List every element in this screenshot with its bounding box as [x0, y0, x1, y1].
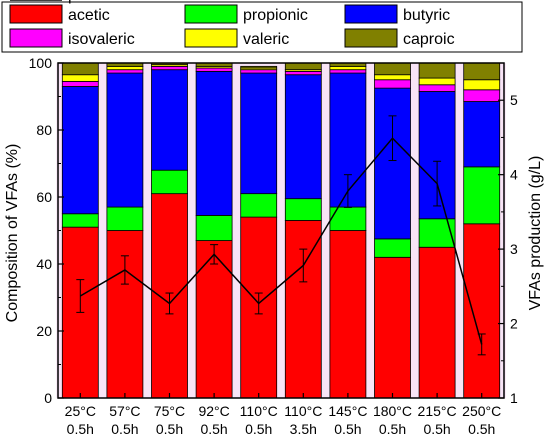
y2-axis-label: VFAs production (g/L) — [527, 156, 544, 311]
bar-propionic — [463, 166, 501, 225]
legend-swatch-caproic — [344, 28, 398, 48]
y2-tick-label: 5 — [510, 92, 518, 108]
bar-butyric — [195, 70, 233, 216]
bar-propionic — [240, 193, 278, 218]
legend-swatch-isovaleric — [9, 28, 63, 48]
bar-caproic — [418, 62, 456, 79]
x-tick-label: 145°C — [328, 403, 367, 419]
x-tick-label-time: 0.5h — [156, 421, 183, 437]
bar-isovaleric — [463, 89, 501, 102]
x-tick-label: 180°C — [373, 403, 412, 419]
bar-valeric — [418, 77, 456, 86]
legend: acetic propionic butyric isovaleric valeric c… — [1, 0, 523, 53]
bar-caproic — [284, 62, 322, 71]
bar-valeric — [106, 65, 144, 71]
bar-valeric — [61, 74, 99, 82]
bar-propionic — [284, 198, 322, 221]
x-tick-label-time: 0.5h — [423, 421, 450, 437]
legend-swatch-acetic — [9, 4, 63, 24]
bar-valeric — [374, 74, 411, 81]
bar-propionic — [329, 206, 367, 231]
production-line — [79, 137, 483, 345]
x-tick-label-time: 0.5h — [200, 421, 227, 437]
bar-isovaleric — [106, 69, 144, 74]
x-tick-label: 250°C — [462, 403, 501, 419]
bar-butyric — [151, 69, 188, 171]
bar-isovaleric — [61, 81, 99, 87]
legend-label: production of VFAs — [68, 0, 203, 4]
y-tick-label: 0 — [44, 390, 52, 406]
y-tick-label: 80 — [36, 122, 52, 138]
bar-isovaleric — [240, 69, 278, 74]
bar-isovaleric — [418, 84, 456, 92]
x-tick-label: 215°C — [418, 403, 457, 419]
legend-label: butyric — [403, 7, 450, 24]
x-tick-label-time: 0.5h — [468, 421, 495, 437]
bar-caproic — [463, 62, 501, 81]
bar-propionic — [151, 169, 188, 195]
bar-valeric — [463, 79, 501, 91]
x-tick-label: 110°C — [284, 403, 322, 419]
x-tick-label-time: 0.5h — [334, 421, 361, 437]
bar-butyric — [61, 86, 99, 215]
x-tick-label: 110°C — [240, 403, 278, 419]
x-tick-label-time: 0.5h — [245, 421, 272, 437]
bar-acetic — [329, 230, 367, 399]
y2-tick-label: 3 — [510, 241, 518, 257]
bar-acetic — [284, 220, 322, 399]
legend-label: isovaleric — [68, 31, 135, 48]
x-tick-label-time: 0.5h — [379, 421, 406, 437]
y-tick-label: 60 — [36, 189, 52, 205]
legend-label: acetic — [68, 7, 110, 24]
bar-propionic — [374, 238, 411, 258]
x-tick-label: 57°C — [109, 403, 140, 419]
bar-acetic — [463, 223, 501, 399]
y2-tick-label: 4 — [510, 167, 518, 183]
x-tick-label-time: 0.5h — [111, 421, 138, 437]
bar-butyric — [284, 74, 322, 200]
bar-isovaleric — [195, 67, 233, 72]
bar-acetic — [418, 246, 456, 399]
bar-caproic — [61, 62, 99, 76]
bar-butyric — [463, 101, 501, 168]
legend-label: caproic — [403, 31, 455, 48]
bar-caproic — [240, 65, 278, 69]
plot-area: 0 20 40 60 80 100 1 2 3 4 5 25°C 0.5h 57°C 0.5h 75°C 0.5… — [29, 55, 518, 437]
x-tick-label: 25°C — [65, 403, 96, 419]
y2-tick-label: 2 — [510, 316, 518, 332]
legend-label: valeric — [243, 31, 289, 48]
x-tick-label: 75°C — [154, 403, 185, 419]
bar-isovaleric — [374, 79, 411, 89]
bar-isovaleric — [284, 70, 322, 76]
legend-label: propionic — [243, 7, 308, 24]
legend-box — [1, 1, 523, 53]
y-tick-label: 40 — [36, 256, 52, 272]
y2-tick-label: 1 — [510, 390, 518, 406]
y-axis-label: Composition of VFAs (%) — [4, 144, 21, 323]
y-tick-label: 20 — [36, 323, 52, 339]
bar-butyric — [240, 72, 278, 195]
bar-propionic — [61, 213, 99, 228]
bar-caproic — [374, 62, 411, 76]
bar-butyric — [106, 72, 144, 208]
x-tick-label: 92°C — [198, 403, 229, 419]
bar-propionic — [418, 218, 456, 248]
legend-swatch-propionic — [184, 4, 238, 24]
y-tick-label: 100 — [29, 55, 53, 71]
x-tick-label-time: 3.5h — [290, 421, 317, 437]
bar-propionic — [195, 215, 233, 241]
legend-swatch-butyric — [344, 4, 398, 24]
bar-acetic — [374, 256, 411, 399]
x-tick-label-time: 0.5h — [67, 421, 94, 437]
bar-isovaleric — [329, 69, 367, 74]
bar-butyric — [374, 87, 411, 240]
bar-isovaleric — [151, 65, 188, 71]
bar-valeric — [329, 65, 367, 71]
bar-propionic — [106, 206, 144, 231]
legend-swatch-valeric — [184, 28, 238, 48]
